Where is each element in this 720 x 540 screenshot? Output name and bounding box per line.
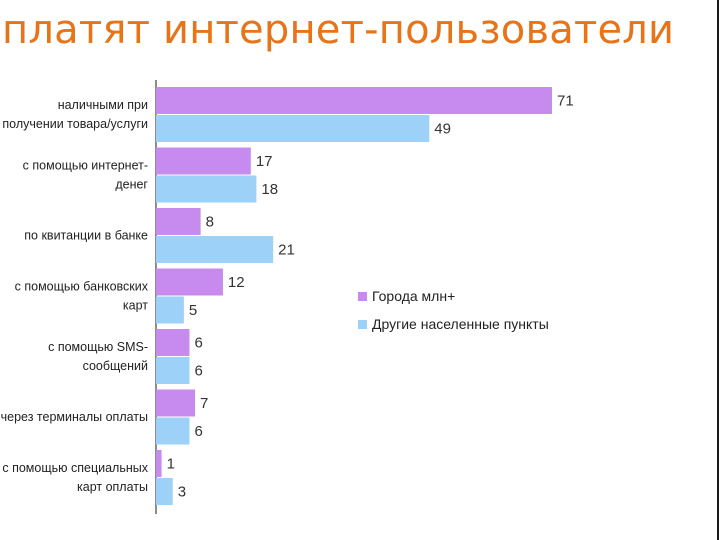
value-label: 5: [189, 302, 197, 319]
value-label: 7: [200, 395, 208, 412]
category-label: по квитанции в банке: [24, 229, 148, 243]
bar-cities-million: [156, 147, 251, 175]
value-label: 6: [194, 363, 202, 380]
bar-other-settlements: [156, 478, 173, 505]
value-label: 3: [178, 484, 186, 501]
value-label: 6: [194, 335, 202, 352]
legend-swatch: [358, 320, 367, 329]
value-label: 1: [167, 456, 175, 473]
category-label: наличными при: [58, 98, 148, 112]
category-label: через терминалы оплаты: [1, 410, 148, 424]
bar-cities-million: [156, 329, 190, 356]
category-label: получении товара/услуги: [2, 117, 148, 131]
value-label: 17: [256, 153, 273, 170]
category-label: с помощью специальных: [2, 461, 148, 475]
category-label: карт оплаты: [77, 480, 148, 494]
value-label: 18: [261, 181, 278, 198]
bar-other-settlements: [156, 417, 190, 445]
category-label: с помощью банковских: [15, 280, 149, 294]
bar-cities-million: [156, 268, 223, 296]
bar-other-settlements: [156, 296, 184, 324]
bar-cities-million: [156, 208, 201, 235]
value-label: 71: [557, 93, 574, 110]
category-label: с помощью интернет-: [23, 159, 148, 173]
category-label: сообщений: [83, 359, 148, 373]
bar-cities-million: [156, 450, 162, 477]
bar-other-settlements: [156, 175, 257, 203]
bar-other-settlements: [156, 357, 190, 384]
slide-title: платят интернет-пользователи: [2, 7, 675, 53]
value-label: 8: [206, 214, 214, 231]
bar-other-settlements: [156, 115, 430, 142]
bar-cities-million: [156, 87, 552, 114]
legend-label: Города млн+: [372, 288, 455, 304]
value-label: 49: [434, 121, 451, 138]
bar-other-settlements: [156, 236, 274, 263]
category-label: с помощью SMS-: [48, 340, 148, 354]
value-label: 12: [228, 274, 245, 291]
category-label: денег: [115, 178, 148, 192]
category-label: карт: [123, 299, 148, 313]
right-border-line: [717, 0, 719, 540]
legend-swatch: [358, 292, 367, 301]
legend-label: Другие населенные пункты: [372, 316, 549, 332]
bar-cities-million: [156, 389, 196, 417]
value-label: 6: [194, 423, 202, 440]
value-label: 21: [278, 242, 295, 259]
